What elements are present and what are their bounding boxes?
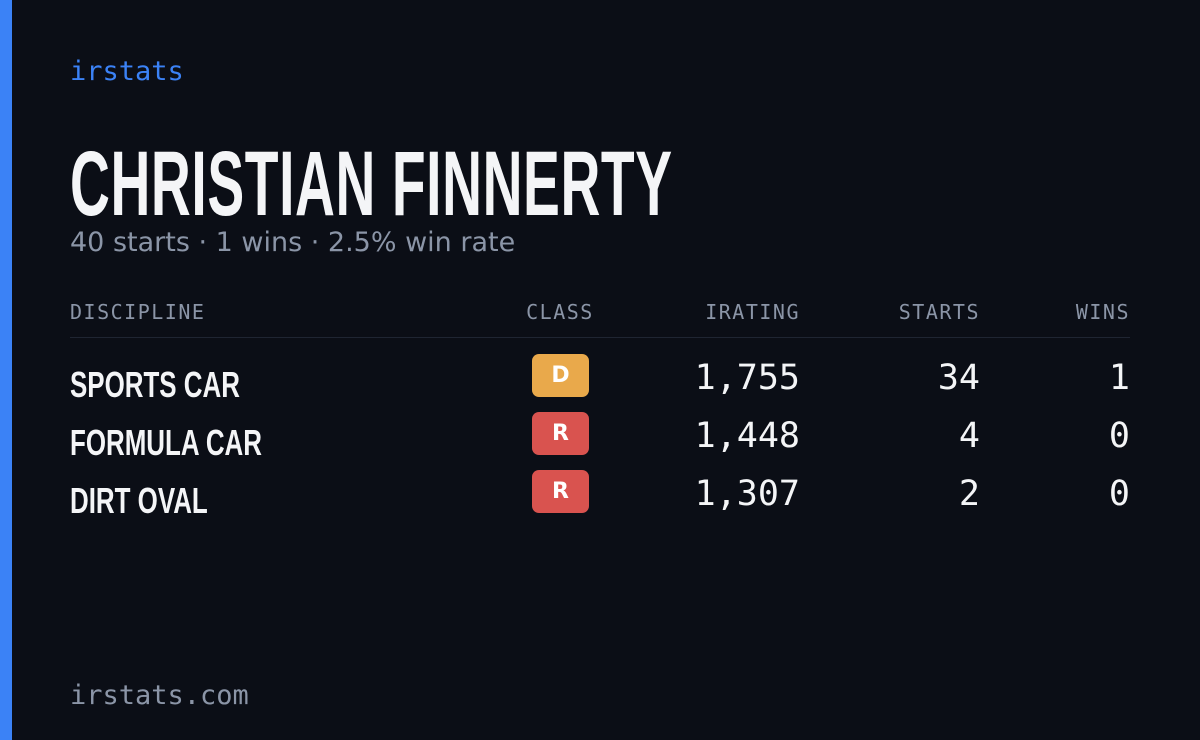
wins: 0	[1108, 416, 1130, 456]
accent-bar	[0, 0, 12, 740]
irating: 1,755	[694, 358, 800, 398]
summary: 40 starts · 1 wins · 2.5% win rate	[70, 227, 516, 258]
wins: 0	[1108, 474, 1130, 514]
starts: 34	[937, 358, 980, 398]
column-header: CLASS	[526, 300, 594, 324]
column-header: DISCIPLINE	[70, 300, 206, 324]
irating: 1,307	[694, 474, 800, 514]
starts: 2	[958, 474, 980, 514]
discipline: DIRT OVAL	[70, 480, 208, 521]
wins: 1	[1108, 358, 1130, 398]
column-header: WINS	[1075, 300, 1130, 324]
brand: irstats	[70, 56, 184, 87]
irating: 1,448	[694, 416, 800, 456]
starts: 4	[958, 416, 980, 456]
column-header: IRATING	[705, 300, 800, 324]
class-badge: R	[532, 470, 589, 513]
column-header: STARTS	[898, 300, 980, 324]
discipline: SPORTS CAR	[70, 364, 240, 405]
discipline: FORMULA CAR	[70, 422, 262, 463]
footer-site: irstats.com	[70, 680, 249, 711]
driver-name: CHRISTIAN FINNERTY	[70, 133, 673, 235]
class-badge: D	[532, 354, 589, 397]
class-badge: R	[532, 412, 589, 455]
header-rule	[70, 337, 1130, 338]
